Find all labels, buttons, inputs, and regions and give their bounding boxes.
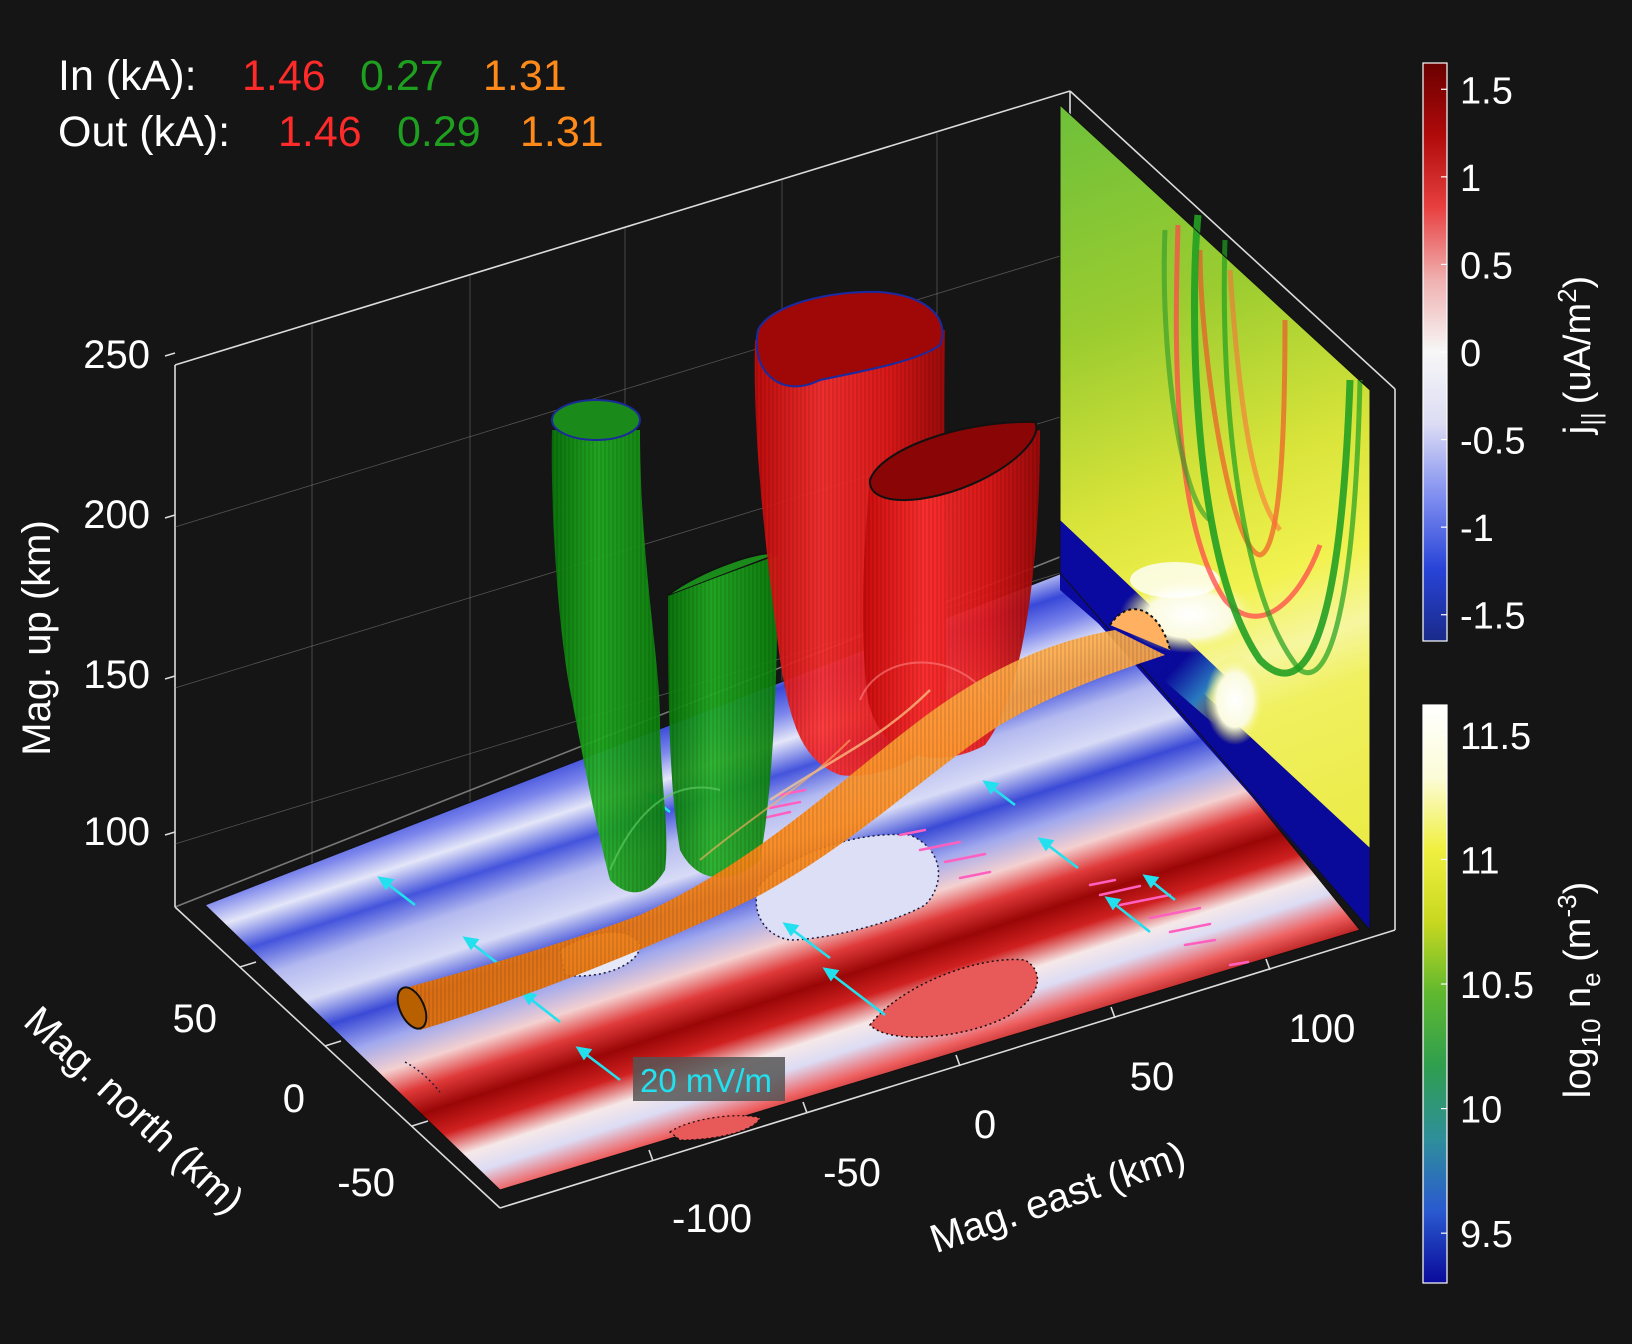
- z-axis-label: Mag. up (km): [15, 520, 59, 756]
- in-value-orange: 1.31: [483, 52, 567, 100]
- colorbar-tick-label: -1: [1460, 508, 1494, 550]
- box-edge-floor-front: [499, 929, 1396, 1209]
- colorbar-tick-label: -1.5: [1460, 596, 1525, 638]
- colorbar-tick-label: 10.5: [1460, 965, 1534, 1007]
- flux-tube-red: [754, 290, 1040, 776]
- z-tick: 100: [83, 810, 150, 854]
- box-edge-right-top: [1069, 90, 1396, 390]
- arrow-scale-label: 20 mV/m: [640, 1062, 772, 1099]
- z-axis: 250 200 150 100 Mag. up (km): [15, 333, 176, 854]
- colorbar-current-label: j||(uA/m2): [1552, 276, 1606, 435]
- in-value-green: 0.27: [360, 52, 444, 100]
- y-tick: 0: [283, 1077, 305, 1121]
- x-tick: 50: [1130, 1055, 1175, 1099]
- out-label: Out (kA):: [58, 108, 230, 156]
- colorbar-tick-label: 10: [1460, 1090, 1502, 1132]
- colorbar-tick-label: 0.5: [1460, 245, 1513, 287]
- colorbar-density-bar: [1422, 704, 1448, 1284]
- colorbar-density-label: log10 ne (m-3): [1552, 882, 1606, 1098]
- y-tick: -50: [337, 1161, 395, 1205]
- out-value-orange: 1.31: [520, 108, 604, 156]
- arrow-scale-box: [633, 1057, 785, 1101]
- flux-tube-orange: [396, 608, 1171, 1030]
- colorbar-current: 1.5 1 0.5 0 -0.5 -1 -1.5 j||(uA/m2): [1422, 62, 1606, 642]
- z-tick: 150: [83, 653, 150, 697]
- flux-tube-green: [551, 399, 779, 893]
- colorbar-density: 11.5 11 10.5 10 9.5 log10 ne (m-3): [1422, 704, 1606, 1284]
- box-edge-floor-left: [174, 906, 501, 1209]
- colorbar-tick-label: 0: [1460, 333, 1481, 375]
- x-tick: -50: [823, 1151, 881, 1195]
- box-edge-back-top: [174, 90, 1071, 366]
- out-value-green: 0.29: [397, 108, 481, 156]
- colorbar-tick-label: 11.5: [1460, 716, 1531, 758]
- z-tick: 200: [83, 493, 150, 537]
- in-label: In (kA):: [58, 52, 197, 100]
- contour-bottom: [668, 1115, 761, 1141]
- colorbar-tick-label: 9.5: [1460, 1214, 1513, 1256]
- current-summary: In (kA): 1.46 0.27 1.31 Out (kA): 1.46 0…: [58, 52, 604, 156]
- x-axis-label: Mag. east (km): [925, 1133, 1192, 1261]
- contour-lower-right: [869, 958, 1039, 1038]
- colorbar-density-ticks: 11.5 11 10.5 10 9.5: [1441, 716, 1534, 1256]
- colorbar-tick-label: -0.5: [1460, 421, 1525, 463]
- colorbar-tick-label: 11: [1460, 840, 1499, 882]
- y-tick: 50: [173, 997, 218, 1041]
- in-value-red: 1.46: [242, 52, 326, 100]
- out-value-red: 1.46: [278, 108, 362, 156]
- x-tick: 0: [974, 1103, 996, 1147]
- pink-markers: [753, 788, 1250, 967]
- colorbar-tick-label: 1: [1460, 158, 1481, 200]
- x-tick: -100: [672, 1197, 752, 1241]
- x-tick: 100: [1289, 1007, 1356, 1051]
- colorbar-tick-label: 1.5: [1460, 70, 1513, 112]
- z-tick: 250: [83, 333, 150, 377]
- colorbar-current-ticks: 1.5 1 0.5 0 -0.5 -1 -1.5: [1441, 70, 1525, 638]
